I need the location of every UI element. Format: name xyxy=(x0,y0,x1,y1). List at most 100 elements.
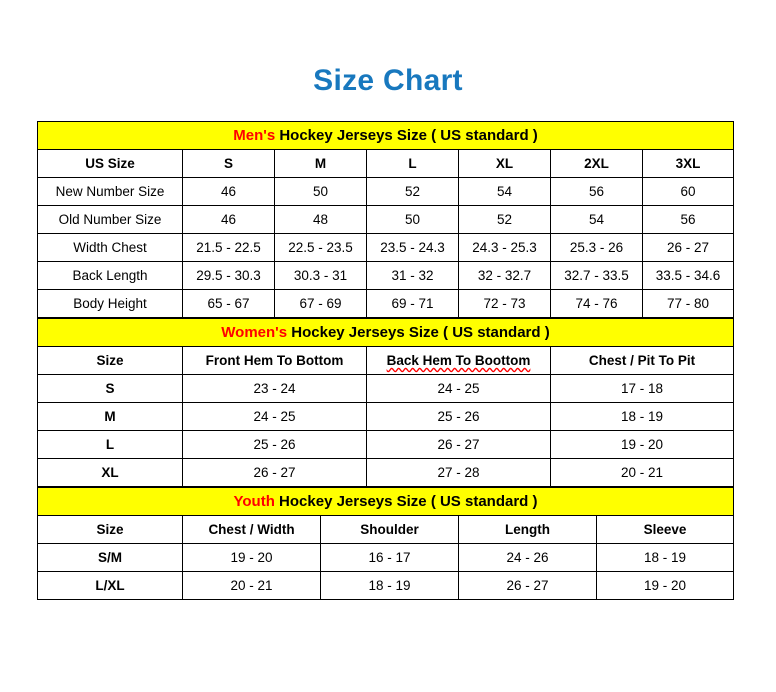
mens-cell: 60 xyxy=(641,177,735,206)
mens-cell: 26 - 27 xyxy=(641,233,735,262)
womens-cell: 20 - 21 xyxy=(550,458,734,487)
youth-cell: 24 - 26 xyxy=(458,543,597,572)
youth-cell: 18 - 19 xyxy=(596,543,734,572)
mens-row-label: New Number Size xyxy=(37,177,183,206)
table-row: New Number Size 46 50 52 54 56 60 xyxy=(37,177,735,206)
womens-banner-row: Women's Hockey Jerseys Size ( US standar… xyxy=(37,318,734,347)
mens-banner-cell: Men's Hockey Jerseys Size ( US standard … xyxy=(36,121,735,150)
mens-cell: 74 - 76 xyxy=(550,289,643,318)
table-row: Width Chest 21.5 - 22.5 22.5 - 23.5 23.5… xyxy=(37,233,735,262)
table-row: S 23 - 24 24 - 25 17 - 18 xyxy=(37,374,734,403)
mens-cell: 69 - 71 xyxy=(366,289,459,318)
mens-banner-row: Men's Hockey Jerseys Size ( US standard … xyxy=(36,121,735,150)
table-row: L/XL 20 - 21 18 - 19 26 - 27 19 - 20 xyxy=(37,571,734,600)
womens-cell: 25 - 26 xyxy=(366,402,551,431)
mens-cell: 48 xyxy=(274,205,367,234)
womens-cell: 19 - 20 xyxy=(550,430,734,459)
youth-header-cell: Chest / Width xyxy=(182,515,321,544)
womens-header-cell: Back Hem To Boottom xyxy=(366,346,551,375)
womens-row-label: XL xyxy=(37,458,183,487)
mens-row-label: Back Length xyxy=(37,261,183,290)
youth-cell: 19 - 20 xyxy=(596,571,734,600)
mens-cell: 46 xyxy=(182,205,275,234)
mens-banner-accent: Men's xyxy=(233,127,276,144)
mens-header-cell: 2XL xyxy=(550,149,643,178)
youth-banner-cell: Youth Hockey Jerseys Size ( US standard … xyxy=(37,487,734,516)
youth-banner-accent: Youth xyxy=(233,493,275,510)
womens-cell: 18 - 19 xyxy=(550,402,734,431)
mens-cell: 24.3 - 25.3 xyxy=(458,233,551,262)
youth-cell: 26 - 27 xyxy=(458,571,597,600)
mens-header-cell: XL xyxy=(458,149,551,178)
mens-header-row: US Size S M L XL 2XL 3XL xyxy=(37,149,735,178)
womens-cell: 26 - 27 xyxy=(366,430,551,459)
womens-header-cell: Chest / Pit To Pit xyxy=(550,346,734,375)
mens-size-table: Men's Hockey Jerseys Size ( US standard … xyxy=(36,121,735,318)
womens-cell: 26 - 27 xyxy=(182,458,367,487)
table-row: M 24 - 25 25 - 26 18 - 19 xyxy=(37,402,734,431)
mens-cell: 33.5 - 34.6 xyxy=(641,261,735,290)
mens-cell: 50 xyxy=(274,177,367,206)
youth-header-cell: Shoulder xyxy=(320,515,459,544)
table-row: Back Length 29.5 - 30.3 30.3 - 31 31 - 3… xyxy=(37,261,735,290)
mens-cell: 22.5 - 23.5 xyxy=(274,233,367,262)
youth-cell: 19 - 20 xyxy=(182,543,321,572)
table-row: Old Number Size 46 48 50 52 54 56 xyxy=(37,205,735,234)
womens-cell: 17 - 18 xyxy=(550,374,734,403)
womens-cell: 27 - 28 xyxy=(366,458,551,487)
womens-size-table: Women's Hockey Jerseys Size ( US standar… xyxy=(37,318,734,487)
youth-header-row: Size Chest / Width Shoulder Length Sleev… xyxy=(37,515,734,544)
youth-banner-rest: Hockey Jerseys Size ( US standard ) xyxy=(274,493,538,510)
mens-header-cell: 3XL xyxy=(641,149,735,178)
youth-cell: 16 - 17 xyxy=(320,543,459,572)
mens-cell: 54 xyxy=(550,205,643,234)
mens-cell: 56 xyxy=(641,205,735,234)
womens-row-label: S xyxy=(37,374,183,403)
mens-cell: 50 xyxy=(366,205,459,234)
womens-row-label: L xyxy=(37,430,183,459)
size-tables-container: Men's Hockey Jerseys Size ( US standard … xyxy=(36,121,735,600)
youth-header-cell: Length xyxy=(458,515,597,544)
mens-cell: 52 xyxy=(458,205,551,234)
womens-cell: 24 - 25 xyxy=(366,374,551,403)
youth-size-table: Youth Hockey Jerseys Size ( US standard … xyxy=(37,487,734,600)
mens-cell: 77 - 80 xyxy=(641,289,735,318)
youth-header-cell: Size xyxy=(37,515,183,544)
mens-cell: 32 - 32.7 xyxy=(458,261,551,290)
youth-cell: 20 - 21 xyxy=(182,571,321,600)
mens-row-label: Width Chest xyxy=(37,233,183,262)
mens-row-label: Old Number Size xyxy=(37,205,183,234)
mens-banner-rest: Hockey Jerseys Size ( US standard ) xyxy=(275,127,538,144)
womens-header-cell: Front Hem To Bottom xyxy=(182,346,367,375)
youth-cell: 18 - 19 xyxy=(320,571,459,600)
table-row: Body Height 65 - 67 67 - 69 69 - 71 72 -… xyxy=(37,289,735,318)
mens-cell: 21.5 - 22.5 xyxy=(182,233,275,262)
womens-cell: 23 - 24 xyxy=(182,374,367,403)
mens-cell: 52 xyxy=(366,177,459,206)
mens-cell: 23.5 - 24.3 xyxy=(366,233,459,262)
table-row: XL 26 - 27 27 - 28 20 - 21 xyxy=(37,458,734,487)
mens-cell: 29.5 - 30.3 xyxy=(182,261,275,290)
womens-banner-rest: Hockey Jerseys Size ( US standard ) xyxy=(287,324,550,341)
mens-cell: 56 xyxy=(550,177,643,206)
mens-header-cell: M xyxy=(274,149,367,178)
mens-row-label: Body Height xyxy=(37,289,183,318)
youth-row-label: S/M xyxy=(37,543,183,572)
page-title: Size Chart xyxy=(313,64,463,97)
table-row: L 25 - 26 26 - 27 19 - 20 xyxy=(37,430,734,459)
youth-header-cell: Sleeve xyxy=(596,515,734,544)
womens-cell: 25 - 26 xyxy=(182,430,367,459)
womens-row-label: M xyxy=(37,402,183,431)
table-row: S/M 19 - 20 16 - 17 24 - 26 18 - 19 xyxy=(37,543,734,572)
mens-cell: 25.3 - 26 xyxy=(550,233,643,262)
mens-header-cell: US Size xyxy=(37,149,183,178)
womens-cell: 24 - 25 xyxy=(182,402,367,431)
mens-header-cell: S xyxy=(182,149,275,178)
womens-banner-accent: Women's xyxy=(221,324,288,341)
mens-cell: 65 - 67 xyxy=(182,289,275,318)
youth-row-label: L/XL xyxy=(37,571,183,600)
womens-header-cell: Size xyxy=(37,346,183,375)
womens-banner-cell: Women's Hockey Jerseys Size ( US standar… xyxy=(37,318,734,347)
mens-cell: 72 - 73 xyxy=(458,289,551,318)
